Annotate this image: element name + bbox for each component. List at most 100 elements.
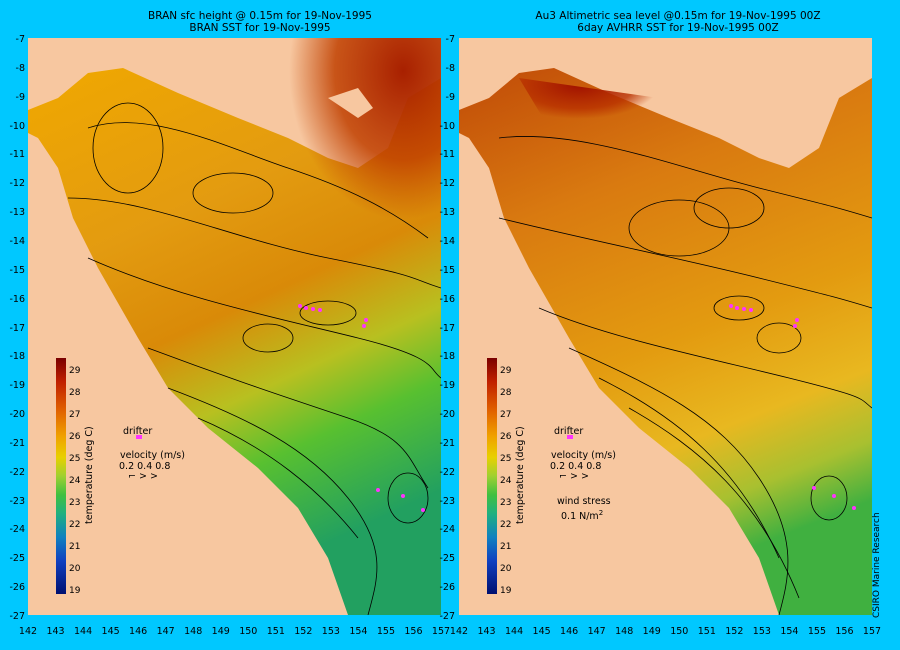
x-tick-label: 143 (477, 626, 496, 637)
y-tick-label: -26 (9, 582, 25, 594)
left-map-panel (28, 38, 441, 615)
y-tick-label: -20 (439, 409, 455, 421)
right-map-svg (459, 38, 872, 615)
colorbar-gradient (487, 358, 497, 594)
colorbar-tick: 26 (500, 432, 512, 442)
y-tick-label: -18 (9, 351, 25, 363)
right-velocity-scale: 0.2 0.4 0.8 (550, 461, 602, 472)
y-tick-label: -22 (439, 466, 455, 478)
y-tick-label: -24 (439, 524, 455, 536)
sea-level-contours (498, 136, 872, 615)
y-tick-label: -27 (439, 611, 455, 622)
x-tick-label: 157 (431, 626, 451, 637)
x-tick-label: 150 (670, 626, 689, 637)
credit-text: CSIRO Marine Research (872, 512, 882, 618)
left-velocity-label: velocity (m/s) (120, 450, 185, 461)
y-tick-label: -16 (9, 293, 25, 305)
right-title: Au3 Altimetric sea level @0.15m for 19-N… (488, 10, 868, 34)
colorbar-tick: 21 (500, 542, 512, 552)
y-tick-label: -7 (15, 34, 25, 45)
wind-stress-label: wind stress (557, 496, 611, 507)
y-tick-label: -10 (439, 120, 455, 132)
y-tick-label: -8 (445, 62, 455, 74)
wind-stress-value: 0.1 N/m2 (561, 509, 603, 522)
y-tick-label: -23 (439, 495, 455, 507)
x-tick-label: 142 (18, 626, 38, 637)
colorbar-tick: 27 (69, 410, 81, 420)
x-tick-label: 145 (101, 626, 120, 637)
y-tick-label: -14 (9, 235, 25, 247)
x-tick-label: 151 (697, 626, 716, 637)
y-tick-label: -18 (439, 351, 455, 363)
colorbar-tick: 27 (500, 410, 512, 420)
y-tick-label: -11 (9, 149, 25, 161)
colorbar-tick: 25 (500, 454, 512, 464)
x-tick-label: 145 (532, 626, 551, 637)
colorbar-tick: 29 (69, 366, 81, 376)
sea-level-contours (67, 102, 441, 615)
x-tick-label: 157 (862, 626, 882, 637)
colorbar-tick: 22 (500, 520, 512, 530)
ocean-sst-field (28, 68, 441, 615)
colorbar-tick: 24 (500, 476, 512, 486)
right-drifter-label: drifter (554, 426, 584, 437)
right-map-panel (459, 38, 872, 615)
colorbar-title: temperature (deg C) (515, 426, 526, 524)
colorbar-tick: 29 (500, 366, 512, 376)
x-tick-label: 149 (211, 626, 230, 637)
left-title: BRAN sfc height @ 0.15m for 19-Nov-1995 … (80, 10, 440, 34)
y-tick-label: -15 (9, 264, 25, 276)
colorbar-tick: 20 (500, 564, 512, 574)
y-tick-label: -16 (439, 293, 455, 305)
x-tick-label: 146 (560, 626, 579, 637)
y-tick-label: -21 (439, 437, 455, 449)
x-tick-label: 143 (46, 626, 65, 637)
x-tick-label: 147 (156, 626, 175, 637)
x-tick-label: 144 (504, 626, 524, 637)
y-tick-label: -9 (445, 91, 455, 103)
png-coast (459, 38, 629, 103)
y-tick-label: -19 (9, 380, 25, 392)
ocean-sst-field (459, 68, 872, 615)
colorbar-tick: 28 (69, 388, 81, 398)
solomon-islands (328, 88, 373, 118)
y-tick-label: -20 (9, 409, 25, 421)
x-tick-label: 149 (642, 626, 661, 637)
colorbar-tick: 21 (69, 542, 81, 552)
x-tick-label: 146 (129, 626, 148, 637)
x-tick-label: 152 (725, 626, 744, 637)
wind-stress-exponent: 2 (598, 509, 604, 517)
y-tick-label: -24 (9, 524, 25, 536)
y-tick-label: -11 (439, 149, 455, 161)
x-tick-label: 156 (835, 626, 854, 637)
colorbar-title: temperature (deg C) (84, 426, 95, 524)
x-tick-label: 142 (449, 626, 469, 637)
x-tick-label: 148 (615, 626, 634, 637)
right-title-line1: Au3 Altimetric sea level @0.15m for 19-N… (535, 10, 821, 22)
y-tick-label: -22 (9, 466, 25, 478)
left-drifter-marker (136, 435, 142, 439)
y-tick-label: -13 (9, 207, 25, 219)
y-tick-label: -25 (439, 553, 455, 565)
left-map-svg (28, 38, 441, 615)
left-title-line1: BRAN sfc height @ 0.15m for 19-Nov-1995 (148, 10, 372, 22)
x-tick-label: 151 (266, 626, 285, 637)
colorbar-tick: 24 (69, 476, 81, 486)
x-tick-label: 150 (239, 626, 258, 637)
y-tick-label: -12 (9, 178, 25, 190)
drifter-tracks (729, 304, 856, 510)
y-tick-label: -13 (439, 207, 455, 219)
y-tick-label: -21 (9, 437, 25, 449)
colorbar-tick: 26 (69, 432, 81, 442)
x-tick-label: 154 (349, 626, 368, 637)
y-tick-label: -8 (15, 62, 25, 74)
colorbar-tick: 28 (500, 388, 512, 398)
y-tick-label: -7 (445, 34, 455, 45)
colorbar-gradient (56, 358, 66, 594)
x-tick-label: 153 (321, 626, 340, 637)
right-title-line2: 6day AVHRR SST for 19-Nov-1995 00Z (577, 22, 779, 34)
left-velocity-arrows: ⌐ > > (128, 471, 158, 482)
y-tick-label: -27 (9, 611, 25, 622)
colorbar-tick: 25 (69, 454, 81, 464)
colorbar-tick: 19 (500, 586, 512, 596)
